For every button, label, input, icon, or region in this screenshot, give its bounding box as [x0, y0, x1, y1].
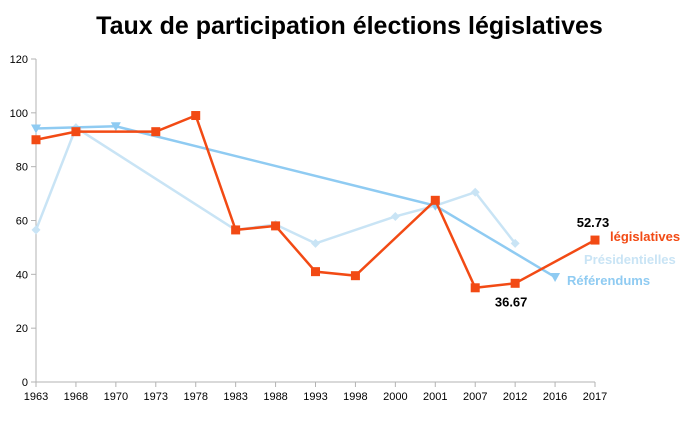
x-tick-label: 2012: [503, 391, 527, 403]
series-legislatives-point: [271, 221, 281, 231]
legend-label: Référendums: [567, 273, 650, 288]
series-referendums-point: [110, 122, 121, 132]
chart-title: Taux de participation élections législat…: [96, 12, 603, 40]
x-tick-label: 1993: [303, 391, 327, 403]
y-tick-label: 100: [10, 108, 28, 120]
x-tick-label: 1988: [263, 391, 287, 403]
x-tick-label: 1998: [343, 391, 367, 403]
legend-label: Présidentielles: [584, 252, 676, 267]
y-tick-label: 120: [10, 54, 28, 66]
x-tick-label: 2016: [543, 391, 567, 403]
x-tick-label: 1978: [183, 391, 207, 403]
x-tick-label: 2000: [383, 391, 407, 403]
legend-label: législatives: [610, 229, 680, 244]
y-tick-label: 0: [22, 377, 28, 389]
series-referendums: [31, 122, 561, 283]
data-label: 36.67: [495, 294, 528, 309]
series-presidentielles-point: [510, 238, 520, 248]
series-legislatives-point: [71, 127, 81, 137]
x-tick-label: 2001: [423, 391, 447, 403]
series-legislatives-point: [31, 135, 41, 145]
y-tick-label: 80: [16, 162, 28, 174]
x-tick-label: 1968: [64, 391, 88, 403]
series-legislatives-line: [35, 113, 596, 290]
axes: 0 20 40 60 80 100 120 1963 1968 1970 1973 1978 1983 1…: [10, 54, 608, 403]
series-legislatives-point: [470, 283, 480, 293]
series-layer: [31, 111, 600, 293]
series-legislatives-point: [311, 267, 320, 277]
series-legislatives-point: [430, 195, 440, 205]
series-presidentielles-point: [311, 238, 320, 248]
series-legislatives-point: [510, 278, 520, 288]
data-label: 52.73: [577, 215, 610, 230]
x-tick-label: 1973: [144, 391, 168, 403]
y-tick-label: 60: [16, 216, 28, 228]
series-legislatives-point: [151, 127, 161, 137]
y-tick-label: 40: [16, 269, 28, 281]
series-referendums-point: [550, 273, 561, 283]
x-tick-label: 2017: [583, 391, 607, 403]
series-presidentielles-point: [31, 225, 41, 235]
series-referendums-line: [35, 125, 556, 279]
y-tick-label: 20: [16, 323, 28, 335]
series-referendums-point: [31, 124, 41, 134]
x-tick-label: 1963: [24, 391, 48, 403]
series-legislatives-point: [191, 111, 201, 121]
x-tick-label: 1983: [223, 391, 247, 403]
series-legislatives-point: [350, 271, 360, 281]
x-tick-label: 2007: [463, 391, 487, 403]
series-legislatives: [31, 111, 600, 293]
x-tick-label: 1970: [104, 391, 128, 403]
series-legislatives-point: [590, 235, 600, 245]
series-presidentielles-point: [470, 187, 480, 197]
labels-layer: Présidentielles Référendums législatives52…: [495, 215, 680, 309]
series-legislatives-point: [231, 225, 241, 235]
series-presidentielles-point: [390, 211, 400, 221]
